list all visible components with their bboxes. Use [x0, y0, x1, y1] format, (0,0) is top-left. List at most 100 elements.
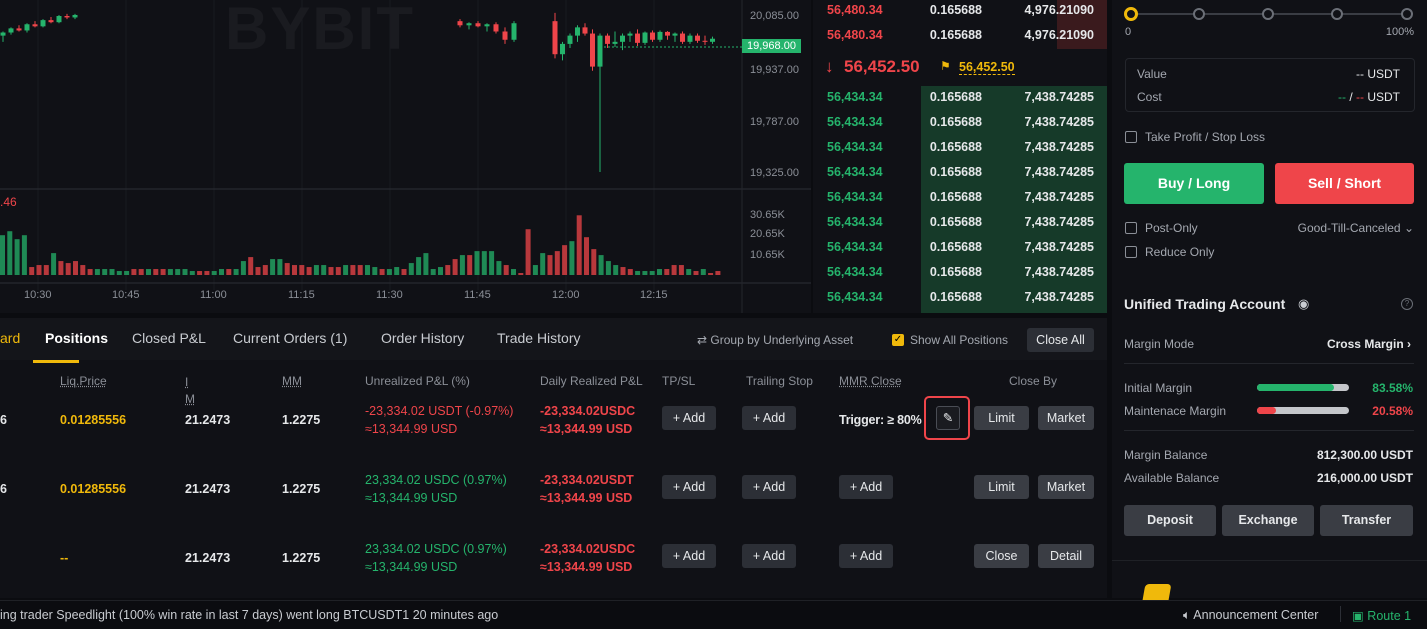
mmr-close-add-button[interactable]: + Add — [839, 544, 893, 568]
order-book-row-bid[interactable]: 56,434.34 0.165688 7,438.74285 — [813, 136, 1107, 161]
price-chart[interactable]: BYBIT 20,085.00 19,937.00 19,787.00 19,3… — [0, 0, 811, 313]
announcement-center-link[interactable]: 🔈︎ Announcement Center — [1183, 608, 1319, 622]
price-tick: 19,937.00 — [750, 64, 799, 76]
order-book-row-bid[interactable]: 56,434.34 0.165688 7,438.74285 — [813, 111, 1107, 136]
order-book-row-bid[interactable]: 56,434.34 0.165688 7,438.74285 — [813, 261, 1107, 286]
tab-current-orders[interactable]: Current Orders (1) — [233, 330, 348, 346]
close-by-market-button[interactable]: Market — [1038, 406, 1094, 430]
deposit-button[interactable]: Deposit — [1124, 505, 1216, 536]
edit-icon[interactable]: ✎ — [936, 406, 960, 430]
volume-bar — [204, 271, 210, 275]
volume-bar — [109, 269, 115, 275]
volume-bar — [532, 265, 538, 275]
post-only-checkbox[interactable] — [1125, 222, 1137, 234]
book-size: 0.165688 — [929, 3, 982, 17]
order-book-row-bid[interactable]: 56,434.34 0.165688 7,438.74285 — [813, 236, 1107, 261]
transfer-button[interactable]: Transfer — [1320, 505, 1413, 536]
book-price: 56,434.34 — [827, 290, 883, 304]
slider-step[interactable] — [1193, 8, 1205, 20]
candle — [552, 21, 558, 55]
volume-bar — [211, 271, 217, 275]
close-by-limit-button[interactable]: Limit — [974, 406, 1029, 430]
order-book-row-bid[interactable]: 56,434.34 0.165688 7,438.74285 — [813, 186, 1107, 211]
tpsl-add-button[interactable]: + Add — [662, 544, 716, 568]
tpsl-add-button[interactable]: + Add — [662, 406, 716, 430]
book-size: 0.165688 — [929, 140, 982, 154]
slider-step[interactable] — [1331, 8, 1343, 20]
volume-bar — [416, 257, 422, 275]
cost-label: Cost — [1137, 90, 1162, 104]
trailing-stop-add-button[interactable]: + Add — [742, 406, 796, 430]
tpsl-checkbox[interactable] — [1125, 131, 1137, 143]
group-by-toggle[interactable]: ⇄ Group by Underlying Asset — [697, 333, 853, 347]
volume-bar — [277, 259, 283, 275]
unrealized-pnl-usd: ≈13,344.99 USD — [365, 422, 458, 436]
close-by-detail-button[interactable]: Detail — [1038, 544, 1094, 568]
close-by-market-button[interactable]: Market — [1038, 475, 1094, 499]
tab-leaderboard[interactable]: ard — [0, 330, 21, 346]
slider-step[interactable] — [1401, 8, 1413, 20]
route-indicator[interactable]: ▣ Route 1 — [1352, 609, 1412, 623]
last-traded-price: 56,452.50 — [844, 57, 920, 76]
unrealized-pnl: 23,334.02 USDC (0.97%) — [365, 542, 507, 556]
volume-bar — [284, 263, 290, 275]
candle — [627, 33, 633, 36]
volume-bar — [686, 269, 692, 275]
price-tick: 19,787.00 — [750, 116, 799, 128]
reduce-only-checkbox[interactable] — [1125, 246, 1137, 258]
mmr-close-add-button[interactable]: + Add — [839, 475, 893, 499]
depth-bar — [1057, 0, 1107, 24]
order-book-row-bid[interactable]: 56,434.34 0.165688 7,438.74285 — [813, 161, 1107, 186]
tab-order-history[interactable]: Order History — [381, 330, 465, 346]
activity-ticker[interactable]: ing trader Speedlight (100% win rate in … — [0, 608, 499, 622]
volume-bar — [715, 271, 721, 275]
signal-icon: ▣ — [1352, 609, 1368, 623]
maintenance-margin-bar — [1257, 407, 1349, 414]
column-header: TP/SL — [662, 374, 696, 388]
eye-icon[interactable]: ◉ — [1298, 296, 1310, 311]
order-book: 56,480.34 0.165688 4,976.21090 56,480.34 0.1… — [813, 0, 1107, 313]
buy-long-button[interactable]: Buy / Long — [1124, 163, 1264, 204]
order-book-row-bid[interactable]: 56,434.34 0.165688 7,438.74285 — [813, 211, 1107, 236]
help-icon[interactable]: ? — [1401, 298, 1413, 310]
close-all-button[interactable]: Close All — [1027, 328, 1094, 352]
close-by-close-button[interactable]: Close — [974, 544, 1029, 568]
chevron-right-icon: › — [1407, 337, 1411, 351]
order-book-row-bid[interactable]: 56,434.34 0.165688 7,438.74285 — [813, 286, 1107, 311]
book-size: 0.165688 — [929, 28, 982, 42]
slider-max: 100% — [1385, 26, 1414, 38]
chevron-down-icon: ⌄ — [1403, 221, 1414, 235]
candle — [620, 35, 625, 42]
post-only-label: Post-Only — [1145, 221, 1198, 235]
book-price: 56,480.34 — [827, 3, 883, 17]
show-all-checkbox[interactable]: ✓ — [892, 334, 904, 346]
order-book-row-ask[interactable]: 56,480.34 0.165688 4,976.21090 — [813, 24, 1107, 49]
margin-mode-select[interactable]: Cross Margin › — [1326, 337, 1411, 351]
time-in-force-select[interactable]: Good-Till-Canceled ⌄ — [1298, 221, 1414, 235]
tab-closed-pnl[interactable]: Closed P&L — [132, 330, 206, 346]
candle — [657, 31, 663, 40]
order-form-panel: 0 100% Value -- USDT Cost -- / -- USDT T… — [1112, 0, 1427, 600]
close-by-limit-button[interactable]: Limit — [974, 475, 1029, 499]
slider-handle[interactable] — [1124, 7, 1138, 21]
candle — [605, 35, 610, 44]
status-bar: ing trader Speedlight (100% win rate in … — [0, 600, 1427, 629]
trailing-stop-add-button[interactable]: + Add — [742, 544, 796, 568]
order-book-row-ask[interactable]: 56,480.34 0.165688 4,976.21090 — [813, 0, 1107, 24]
volume-indicator-value: .46 — [0, 195, 17, 209]
exchange-button[interactable]: Exchange — [1222, 505, 1314, 536]
trailing-stop-add-button[interactable]: + Add — [742, 475, 796, 499]
sell-short-button[interactable]: Sell / Short — [1275, 163, 1414, 204]
column-header: Close By — [1009, 374, 1058, 388]
book-total: 7,438.74285 — [1024, 215, 1094, 229]
bid-depth-bar — [921, 86, 1107, 313]
order-book-row-bid[interactable]: 56,434.34 0.165688 7,438.74285 — [813, 86, 1107, 111]
tab-positions[interactable]: Positions — [45, 330, 109, 346]
slider-step[interactable] — [1262, 8, 1274, 20]
tpsl-add-button[interactable]: + Add — [662, 475, 716, 499]
mark-price[interactable]: 56,452.50 — [959, 60, 1015, 75]
tab-trade-history[interactable]: Trade History — [497, 330, 581, 346]
volume-bar — [635, 271, 641, 275]
candle — [650, 32, 655, 40]
volume-bar — [489, 251, 495, 275]
